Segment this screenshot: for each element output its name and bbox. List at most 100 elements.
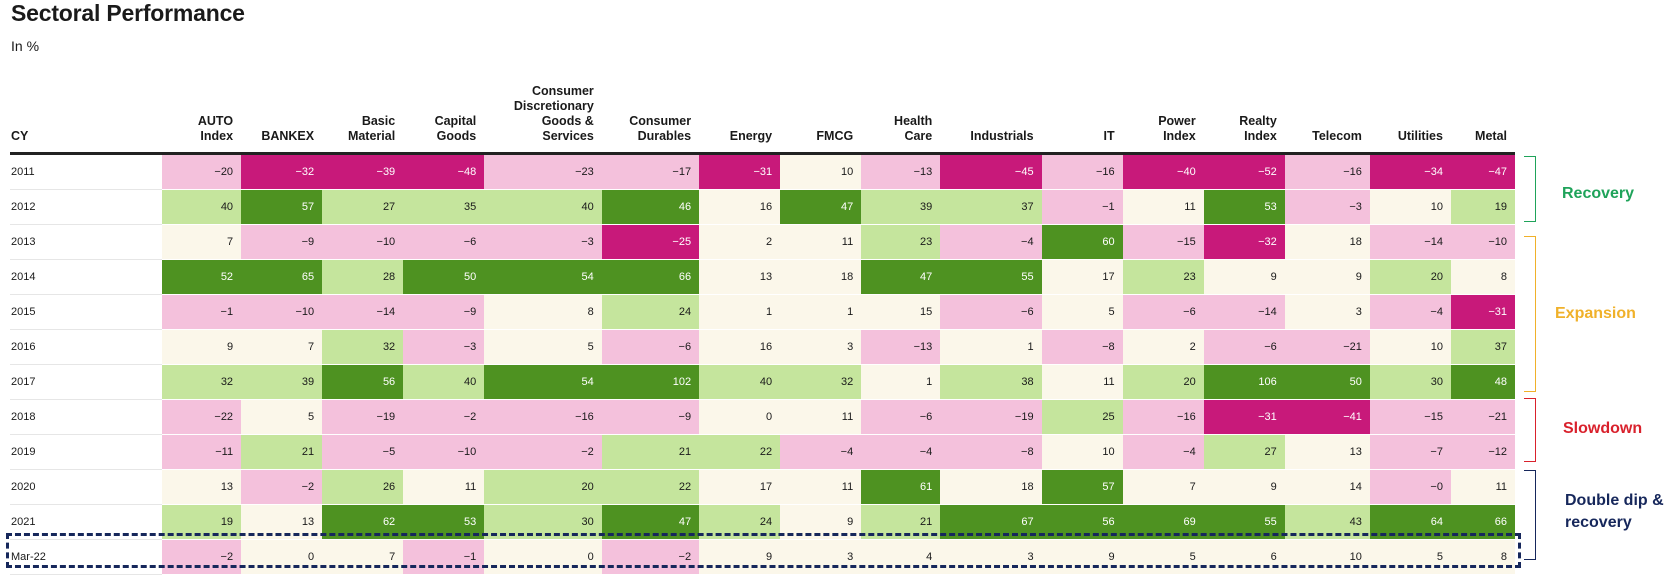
heatmap-cell: 38 — [940, 364, 1042, 400]
column-header-line: Durables — [637, 129, 692, 143]
heatmap-cell: 6 — [1203, 539, 1285, 575]
heatmap-cell: −6 — [861, 399, 941, 435]
heatmap-cell: 40 — [699, 364, 781, 400]
table-row: 2018 −22 5 −19 −2 −16 −9 0 11 −6 −19 25 −16 −31 −41 −15… — [10, 399, 1515, 435]
column-header-line: Services — [542, 129, 594, 143]
heatmap-cell: 46 — [601, 189, 700, 225]
heatmap-cell: 21 — [601, 434, 700, 470]
column-header-line: Capital — [434, 114, 477, 128]
row-label: 2011 — [10, 153, 163, 190]
heatmap-cell: 10 — [780, 153, 862, 190]
heatmap-cell: −1 — [162, 294, 242, 330]
heatmap-cell: −17 — [601, 153, 700, 190]
heatmap-cell: 7 — [1122, 469, 1204, 505]
heatmap-cell: 8 — [1450, 259, 1515, 295]
heatmap-cell: −8 — [940, 434, 1042, 470]
heatmap-cell: 66 — [601, 259, 700, 295]
header-row: CY AUTO Index BANKEX Basic Material Capital Goo… — [10, 80, 1515, 155]
heatmap-cell: 7 — [241, 329, 323, 365]
heatmap-cell: −13 — [861, 153, 941, 190]
heatmap-cell: 28 — [322, 259, 404, 295]
column-header-line: Material — [347, 129, 396, 143]
heatmap-cell: 40 — [403, 364, 485, 400]
heatmap-cell: 57 — [241, 189, 323, 225]
heatmap-cell: 16 — [699, 329, 781, 365]
heatmap-cell: −34 — [1369, 153, 1451, 190]
table-row: 2011 −20 −32 −39 −48 −23 −17 −31 10 −13 −45 −16 −40−… — [10, 153, 1515, 190]
heatmap-cell: −10 — [1450, 224, 1515, 260]
heatmap-cell: −16 — [1122, 399, 1204, 435]
heatmap-cell: −9 — [403, 294, 485, 330]
chart-subtitle: In % — [11, 38, 40, 54]
heatmap-cell: −1 — [1041, 189, 1123, 225]
heatmap-cell: 23 — [861, 224, 941, 260]
column-header: Metal — [1450, 80, 1515, 155]
heatmap-cell: −22 — [162, 399, 242, 435]
phase-label-recovery: Recovery — [1562, 185, 1635, 202]
table-row: Mar-22 −2 0 7 −1 0 −2 9 3 4 3 9 5 6 10 5 8 — [10, 539, 1515, 575]
heatmap-cell: 9 — [1203, 259, 1285, 295]
column-header-line: Consumer — [531, 84, 594, 98]
row-label: 2016 — [10, 329, 163, 365]
heatmap-cell: 11 — [1450, 469, 1515, 505]
heatmap-cell: 5 — [1041, 294, 1123, 330]
heatmap-cell: 1 — [861, 364, 941, 400]
heatmap-cell: 17 — [1041, 259, 1123, 295]
heatmap-cell: 14 — [1284, 469, 1370, 505]
heatmap-cell: 5 — [1122, 539, 1204, 575]
heatmap-cell: 19 — [1450, 189, 1515, 225]
heatmap-cell: 106 — [1203, 364, 1285, 400]
heatmap-cell: 11 — [403, 469, 485, 505]
heatmap-cell: 5 — [1369, 539, 1451, 575]
heatmap-cell: 40 — [484, 189, 602, 225]
mar-22-highlight-box — [6, 533, 1521, 568]
heatmap-cell: −1 — [403, 539, 485, 575]
table-row: 2019 −11 21 −5 −10 −2 21 22 −4 −4 −8 10 −4 27 13 −7 −12 — [10, 434, 1515, 470]
column-header-line: IT — [1103, 129, 1115, 143]
heatmap-cell: 4 — [861, 539, 941, 575]
column-header-cy: CY — [10, 80, 163, 155]
heatmap-cell: 32 — [322, 329, 404, 365]
column-header-line: Industrials — [970, 129, 1034, 143]
heatmap-cell: −32 — [1203, 224, 1285, 260]
chart-title: Sectoral Performance — [11, 0, 245, 26]
column-header-line: Goods & — [541, 114, 594, 128]
heatmap-cell: 11 — [1122, 189, 1204, 225]
heatmap-cell: −12 — [1450, 434, 1515, 470]
heatmap-cell: 2 — [699, 224, 781, 260]
heatmap-cell: 35 — [403, 189, 485, 225]
heatmap-cell: 13 — [699, 259, 781, 295]
heatmap-cell: 39 — [241, 364, 323, 400]
heatmap-cell: 24 — [601, 294, 700, 330]
column-header-line: Index — [1244, 129, 1277, 143]
heatmap-cell: 1 — [699, 294, 781, 330]
heatmap-cell: 16 — [699, 189, 781, 225]
table-row: 2016 9 7 32 −3 5 −6 16 3 −13 1 −8 2 −6 −21 10 37 — [10, 329, 1515, 365]
column-header-line: Discretionary — [513, 99, 594, 113]
heatmap-cell: 2 — [1122, 329, 1204, 365]
heatmap-cell: −2 — [601, 539, 700, 575]
heatmap-cell: −4 — [1369, 294, 1451, 330]
phase-label-expansion: Expansion — [1555, 305, 1636, 322]
heatmap-cell: 9 — [162, 329, 242, 365]
column-header-line: Care — [904, 129, 933, 143]
column-header: Power Index — [1122, 80, 1204, 155]
heatmap-cell: −6 — [601, 329, 700, 365]
heatmap-cell: −47 — [1450, 153, 1515, 190]
heatmap-cell: −6 — [940, 294, 1042, 330]
heatmap-cell: −16 — [484, 399, 602, 435]
heatmap-cell: −19 — [322, 399, 404, 435]
heatmap-cell: −8 — [1041, 329, 1123, 365]
heatmap-cell: 10 — [1041, 434, 1123, 470]
column-header: Utilities — [1369, 80, 1451, 155]
heatmap-cell: 50 — [403, 259, 485, 295]
row-label: 2014 — [10, 259, 163, 295]
heatmap-cell: −40 — [1122, 153, 1204, 190]
heatmap-cell: 10 — [1369, 329, 1451, 365]
row-label: 2013 — [10, 224, 163, 260]
column-header: Consumer Discretionary Goods & Services — [484, 80, 602, 155]
heatmap-cell: −15 — [1369, 399, 1451, 435]
column-header: Health Care — [861, 80, 941, 155]
column-header-line: Telecom — [1312, 129, 1362, 143]
heatmap-cell: −16 — [1041, 153, 1123, 190]
